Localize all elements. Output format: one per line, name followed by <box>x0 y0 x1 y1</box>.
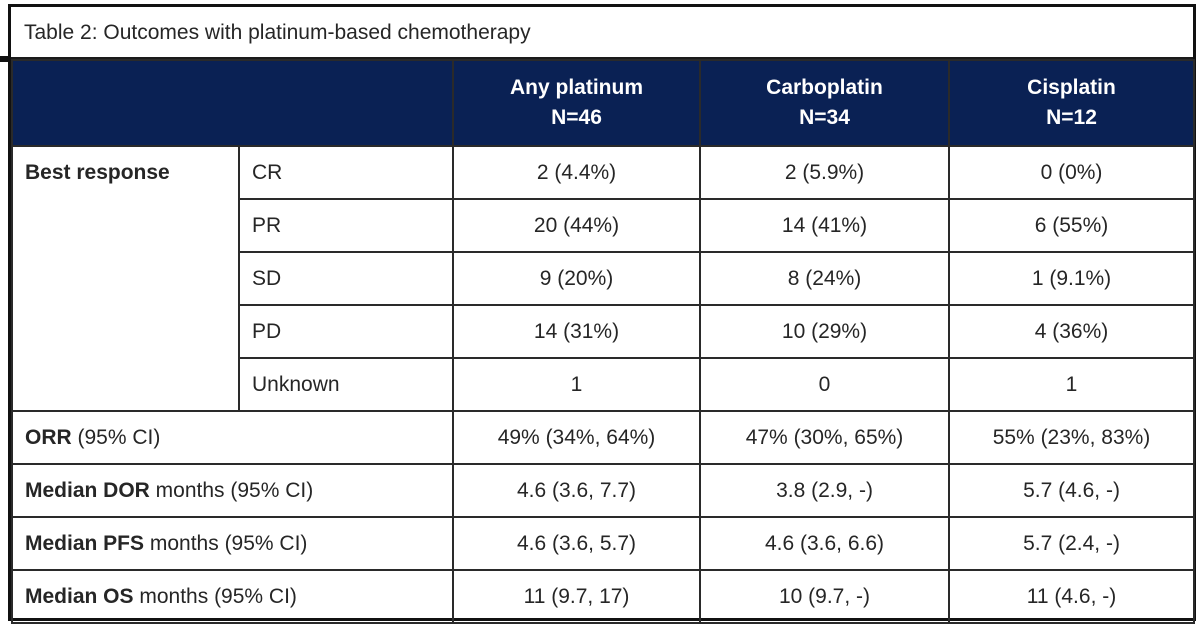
table-cell: 20 (44%) <box>452 198 701 253</box>
table-row: Unknown 1 0 1 <box>12 357 1195 412</box>
table-cell: 6 (55%) <box>948 198 1195 253</box>
summary-label-rest: months (95% CI) <box>133 584 297 608</box>
table-cell: 3.8 (2.9, -) <box>699 463 950 518</box>
summary-label: Median PFS months (95% CI) <box>11 516 454 571</box>
response-category: SD <box>238 251 454 306</box>
response-category: CR <box>238 145 454 200</box>
header-row: Any platinum N=46 Carboplatin N=34 Cispl… <box>11 59 1195 147</box>
table-cell: 11 (4.6, -) <box>948 569 1195 624</box>
table-cell: 10 (9.7, -) <box>699 569 950 624</box>
table-frame: Table 2: Outcomes with platinum-based ch… <box>8 4 1196 624</box>
table-cell: 0 <box>699 357 950 412</box>
table-cell: 8 (24%) <box>699 251 950 306</box>
summary-label-bold: ORR <box>25 425 72 449</box>
table-cell: 5.7 (4.6, -) <box>948 463 1195 518</box>
table-cell: 2 (5.9%) <box>699 145 950 200</box>
table-cell: 14 (31%) <box>452 304 701 359</box>
summary-label-bold: Median OS <box>25 584 134 608</box>
table-cell: 49% (34%, 64%) <box>452 410 701 465</box>
table-cell: 4.6 (3.6, 6.6) <box>699 516 950 571</box>
header-cisplatin: Cisplatin N=12 <box>948 59 1195 147</box>
table-cell: 1 <box>948 357 1195 412</box>
header-carboplatin: Carboplatin N=34 <box>699 59 950 147</box>
header-blank-cell <box>11 59 454 147</box>
table-row: PR 20 (44%) 14 (41%) 6 (55%) <box>12 198 1195 253</box>
table-cell: 1 <box>452 357 701 412</box>
header-any-platinum: Any platinum N=46 <box>452 59 701 147</box>
header-any-platinum-n: N=46 <box>551 106 602 129</box>
best-response-label: Best response <box>11 145 240 412</box>
summary-label: ORR (95% CI) <box>11 410 454 465</box>
table-cell: 2 (4.4%) <box>452 145 701 200</box>
header-any-platinum-name: Any platinum <box>509 76 643 99</box>
header-cisplatin-n: N=12 <box>1046 106 1097 129</box>
table-row: Median DOR months (95% CI) 4.6 (3.6, 7.7… <box>11 463 1195 518</box>
table-row: Best response CR 2 (4.4%) 2 (5.9%) 0 (0%… <box>11 145 1195 412</box>
table-cell: 4 (36%) <box>948 304 1195 359</box>
summary-label-rest: months (95% CI) <box>149 478 314 502</box>
table-cell: 5.7 (2.4, -) <box>948 516 1195 571</box>
header-carboplatin-name: Carboplatin <box>766 76 883 99</box>
table-title: Table 2: Outcomes with platinum-based ch… <box>11 7 1193 59</box>
table-cell: 4.6 (3.6, 7.7) <box>452 463 701 518</box>
table-cell: 11 (9.7, 17) <box>452 569 701 624</box>
summary-label: Median OS months (95% CI) <box>11 569 454 624</box>
corner-mark <box>0 56 10 62</box>
table-cell: 10 (29%) <box>699 304 950 359</box>
table-row: Median OS months (95% CI) 11 (9.7, 17) 1… <box>11 569 1195 624</box>
summary-label-bold: Median PFS <box>25 531 145 555</box>
summary-label-rest: months (95% CI) <box>144 531 308 555</box>
table-cell: 14 (41%) <box>699 198 950 253</box>
response-category: Unknown <box>238 357 454 412</box>
table-row: Median PFS months (95% CI) 4.6 (3.6, 5.7… <box>11 516 1195 571</box>
header-cisplatin-name: Cisplatin <box>1027 76 1116 99</box>
table-cell: 9 (20%) <box>452 251 701 306</box>
response-category: PR <box>238 198 454 253</box>
table-cell: 55% (23%, 83%) <box>948 410 1195 465</box>
table-row: SD 9 (20%) 8 (24%) 1 (9.1%) <box>12 251 1195 306</box>
outcomes-table: Any platinum N=46 Carboplatin N=34 Cispl… <box>11 59 1195 624</box>
summary-label: Median DOR months (95% CI) <box>11 463 454 518</box>
table-cell: 47% (30%, 65%) <box>699 410 950 465</box>
table-cell: 4.6 (3.6, 5.7) <box>452 516 701 571</box>
response-category: PD <box>238 304 454 359</box>
header-carboplatin-n: N=34 <box>799 106 850 129</box>
table-cell: 0 (0%) <box>948 145 1195 200</box>
table-row: PD 14 (31%) 10 (29%) 4 (36%) <box>12 304 1195 359</box>
table-cell: 1 (9.1%) <box>948 251 1195 306</box>
summary-label-bold: Median DOR <box>25 478 150 502</box>
summary-label-rest: (95% CI) <box>71 425 161 449</box>
table-row: ORR (95% CI) 49% (34%, 64%) 47% (30%, 65… <box>11 410 1195 465</box>
